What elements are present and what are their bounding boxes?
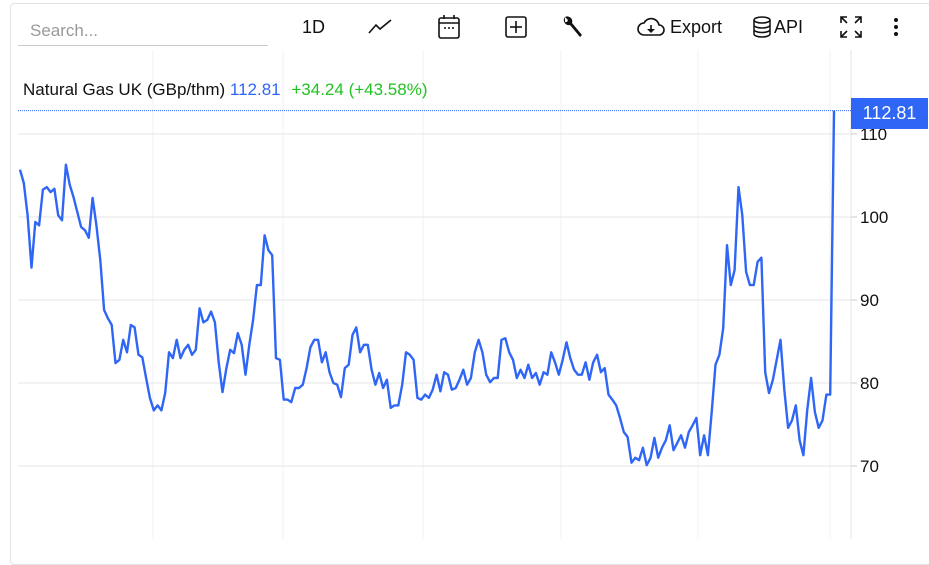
line-chart-icon[interactable]: [367, 12, 393, 42]
search-input[interactable]: [18, 16, 268, 46]
price-series-line: [18, 110, 836, 467]
y-tick-label: 100: [860, 208, 888, 227]
legend-symbol-name: Natural Gas UK (GBp/thm): [23, 80, 226, 99]
y-tick-label: 90: [860, 291, 879, 310]
legend-change: +34.24 (+43.58%): [291, 80, 428, 99]
export-label: Export: [670, 16, 723, 37]
price-chart[interactable]: 70 80 90 100 110: [0, 0, 929, 539]
export-button[interactable]: Export: [636, 12, 722, 42]
chart-legend: Natural Gas UK (GBp/thm) 112.81 +34.24 (…: [23, 80, 427, 100]
y-tick-label: 80: [860, 374, 879, 393]
api-button[interactable]: API: [752, 12, 803, 42]
cloud-download-icon: [637, 17, 665, 36]
api-label: API: [774, 16, 804, 37]
database-icon: [753, 16, 771, 38]
interval-label: 1D: [302, 16, 326, 37]
interval-button[interactable]: 1D: [302, 12, 325, 42]
legend-last-value: 112.81: [229, 80, 281, 99]
more-vertical-icon[interactable]: [888, 12, 904, 42]
fullscreen-icon[interactable]: [838, 12, 864, 42]
wrench-icon[interactable]: [561, 12, 585, 42]
y-tick-label: 110: [860, 125, 887, 144]
calendar-icon[interactable]: [437, 12, 461, 42]
add-box-icon[interactable]: [504, 12, 528, 42]
last-price-label: 112.81: [851, 98, 928, 129]
y-tick-label: 70: [860, 457, 879, 476]
